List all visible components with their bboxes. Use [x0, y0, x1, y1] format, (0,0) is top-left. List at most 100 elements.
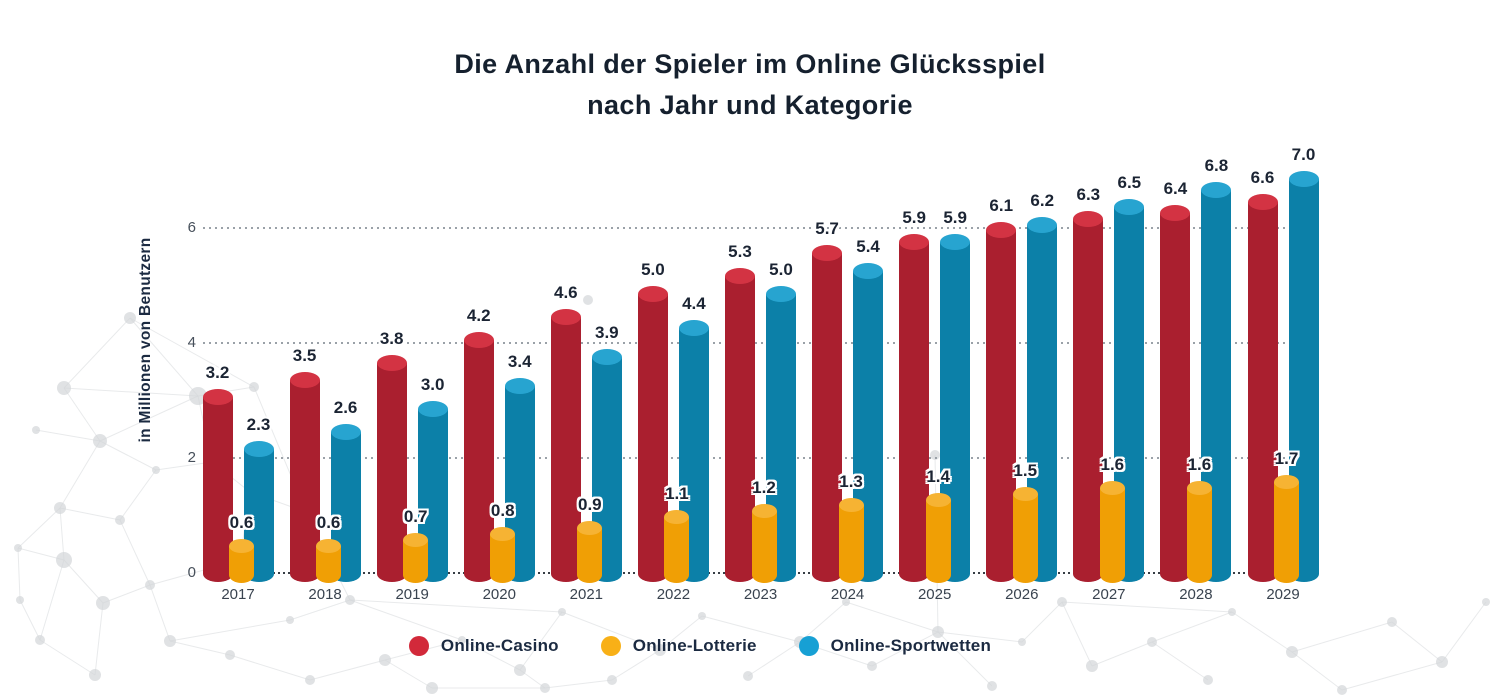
bar-online-lotterie-2029 — [1274, 475, 1299, 583]
value-label-online-sportwetten-2018: 2.6 — [333, 397, 358, 417]
value-label-online-lotterie-2022: 1.1 — [665, 483, 689, 503]
y-tick-label: 4 — [187, 334, 196, 351]
bar-online-lotterie-2018 — [316, 538, 342, 583]
bar-body — [925, 499, 951, 583]
bar-top-cap — [591, 348, 622, 365]
y-tick-label: 2 — [187, 449, 196, 466]
bar-top-cap — [376, 354, 407, 371]
value-label-online-casino-2021: 4.6 — [554, 282, 578, 302]
value-label-online-lotterie-2018: 0.6 — [316, 512, 341, 532]
value-label-online-sportwetten-2024: 5.4 — [856, 236, 880, 256]
value-label-online-lotterie-2023: 1.2 — [752, 478, 776, 497]
bar-online-lotterie-2019 — [403, 532, 429, 583]
bar-top-cap — [463, 331, 494, 348]
bar-body — [899, 241, 930, 582]
bar-top-cap — [577, 521, 603, 536]
bar-body — [1099, 488, 1125, 583]
bar-online-casino-2028 — [1160, 205, 1191, 582]
bar-body — [838, 505, 864, 583]
bar-top-cap — [330, 423, 361, 440]
value-label-online-lotterie-2020: 0.8 — [490, 501, 515, 520]
x-tick-label-2021: 2021 — [569, 586, 604, 603]
bar-top-cap — [751, 504, 777, 518]
value-label-online-lotterie-2029: 1.7 — [1274, 449, 1299, 469]
bar-online-casino-2029 — [1247, 193, 1278, 582]
bar-top-cap — [1288, 170, 1319, 187]
bar-online-lotterie-2022 — [664, 509, 690, 583]
x-tick-label-2027: 2027 — [1092, 586, 1126, 603]
value-label-online-casino-2020: 4.2 — [466, 305, 491, 325]
value-label-online-sportwetten-2017: 2.3 — [246, 414, 271, 434]
value-label-online-sportwetten-2029: 7.0 — [1291, 144, 1316, 164]
bar-top-cap — [766, 285, 796, 302]
bar-top-cap — [504, 377, 535, 394]
x-tick-label-2026: 2026 — [1005, 586, 1039, 603]
chart-title-line2: nach Jahr und Kategorie — [587, 90, 913, 120]
gridline-y2 — [203, 457, 1311, 459]
bar-body — [664, 516, 690, 583]
bar-top-cap — [838, 498, 864, 513]
legend-label-casino: Online-Casino — [440, 636, 559, 655]
bar-online-casino-2023 — [725, 268, 755, 582]
gridline-y4 — [203, 342, 1311, 344]
bar-body — [550, 316, 581, 582]
bar-top-cap — [925, 492, 951, 507]
value-label-online-casino-2029: 6.6 — [1250, 167, 1275, 187]
value-label-online-casino-2022: 5.0 — [641, 259, 665, 279]
value-label-online-lotterie-2024: 1.3 — [839, 472, 863, 492]
x-tick-label-2022: 2022 — [656, 586, 691, 603]
x-tick-label-2019: 2019 — [395, 586, 429, 603]
value-label-online-lotterie-2021: 0.9 — [578, 495, 602, 515]
bar-body — [289, 379, 320, 582]
bar-online-lotterie-2021 — [577, 521, 603, 583]
bar-top-cap — [1160, 205, 1191, 221]
bar-body — [577, 528, 603, 583]
x-tick-label-2018: 2018 — [308, 586, 342, 603]
value-label-online-sportwetten-2025: 5.9 — [943, 207, 967, 227]
bar-online-lotterie-2025 — [925, 492, 951, 583]
value-label-online-sportwetten-2026: 6.2 — [1030, 190, 1055, 210]
legend-label-lotterie: Online-Lotterie — [632, 636, 757, 655]
bar-online-casino-2021 — [550, 308, 581, 582]
value-label-online-sportwetten-2019: 3.0 — [420, 374, 445, 394]
legend-swatch-lotterie-icon — [600, 636, 621, 656]
value-label-online-casino-2019: 3.8 — [379, 328, 404, 348]
bar-top-cap — [417, 400, 448, 417]
bar-online-lotterie-2028 — [1186, 481, 1212, 583]
chart-title-line1: Die Anzahl der Spieler im Online Glückss… — [454, 49, 1046, 79]
bar-body — [1012, 493, 1038, 583]
bar-top-cap — [1073, 210, 1104, 227]
x-tick-label-2017: 2017 — [221, 586, 255, 603]
bar-top-cap — [490, 527, 516, 541]
legend-item-online-sportwetten: Online-Sportwetten — [798, 636, 991, 656]
bar-online-sportwetten-2017 — [243, 440, 274, 582]
bar-body — [751, 511, 777, 583]
bar-top-cap — [637, 285, 668, 302]
bar-body — [376, 362, 407, 582]
bar-online-casino-2018 — [289, 371, 320, 582]
bar-body — [1186, 488, 1212, 583]
bar-top-cap — [1274, 475, 1299, 490]
bar-top-cap — [664, 509, 690, 524]
bar-top-cap — [1027, 216, 1058, 233]
value-label-online-casino-2018: 3.5 — [292, 345, 317, 365]
value-label-online-sportwetten-2022: 4.4 — [682, 294, 706, 313]
value-label-online-lotterie-2027: 1.6 — [1100, 455, 1125, 474]
bar-body — [1073, 218, 1104, 582]
value-label-online-sportwetten-2020: 3.4 — [507, 351, 532, 371]
bar-top-cap — [243, 440, 274, 457]
bar-body — [1274, 482, 1299, 583]
x-tick-label-2028: 2028 — [1179, 586, 1213, 603]
bar-top-cap — [1186, 481, 1212, 495]
chart-title: Die Anzahl der Spieler im Online Glückss… — [0, 44, 1500, 126]
bar-online-casino-2026 — [986, 222, 1017, 582]
bar-online-casino-2019 — [376, 354, 407, 582]
value-label-online-casino-2027: 6.3 — [1076, 184, 1101, 204]
y-tick-label: 0 — [187, 564, 196, 581]
bar-body — [490, 534, 516, 583]
bar-top-cap — [899, 233, 930, 250]
bar-body — [202, 397, 233, 582]
bar-top-cap — [202, 389, 233, 405]
